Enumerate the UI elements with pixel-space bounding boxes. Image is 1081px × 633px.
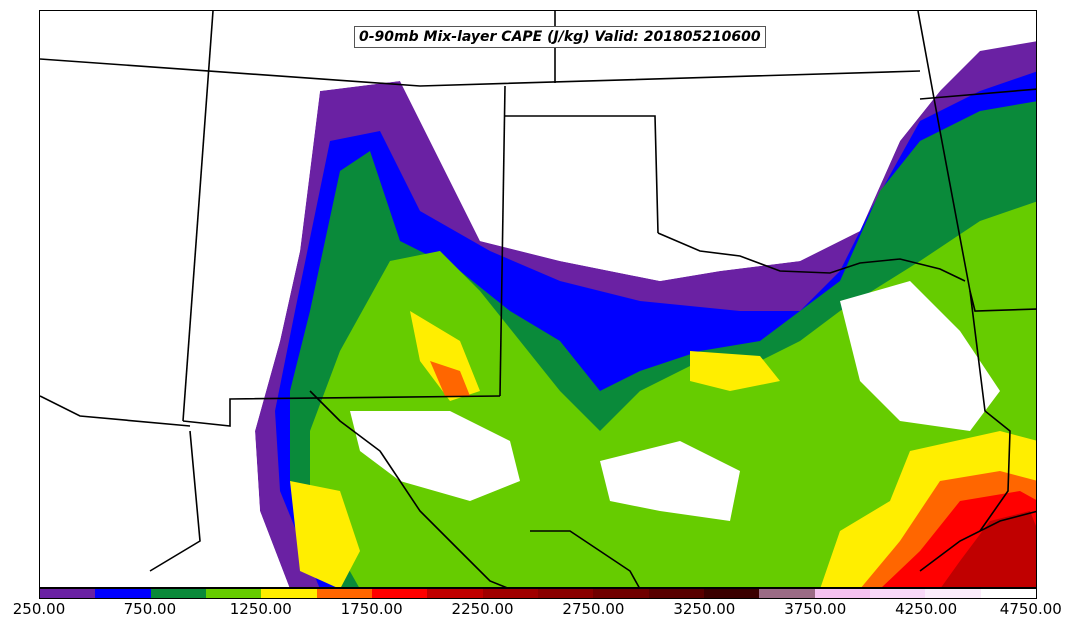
colorbar-swatch	[648, 589, 704, 598]
cape-field-darkred	[941, 511, 1036, 587]
no-cape-region-5	[320, 11, 980, 281]
colorbar-swatch	[814, 589, 870, 598]
boundary-coast-east	[919, 510, 1036, 572]
boundary-ar	[919, 88, 1036, 100]
boundary-la	[969, 290, 1011, 532]
state-boundaries	[40, 11, 1036, 587]
boundary-co-nm	[182, 395, 501, 427]
colorbar	[39, 588, 1037, 599]
colorbar-swatch	[371, 589, 428, 598]
colorbar-swatch	[40, 589, 96, 598]
colorbar-swatch	[593, 589, 649, 598]
boundary-north	[40, 58, 921, 87]
no-cape-region-4	[40, 11, 320, 587]
colorbar-ticks: 250.00 750.00 1250.00 1750.00 2250.00 2750.00…	[13, 600, 1062, 628]
colorbar-swatch	[205, 589, 262, 598]
colorbar-tick-label: 1750.00	[340, 600, 403, 618]
colorbar-swatch	[869, 589, 926, 598]
colorbar-tick-label: 250.00	[12, 600, 66, 618]
colorbar-tick-label: 1250.00	[229, 600, 292, 618]
colorbar-swatch	[427, 589, 483, 598]
no-cape-region-6	[740, 121, 800, 221]
colorbar-tick-label: 750.00	[123, 600, 177, 618]
colorbar-swatch	[980, 589, 1036, 598]
boundary-ok-tx-river	[657, 232, 966, 282]
colorbar-swatch	[703, 589, 760, 598]
colorbar-tick-label: 4250.00	[895, 600, 958, 618]
boundary-panhandle	[505, 115, 659, 234]
map-title: 0-90mb Mix-layer CAPE (J/kg) Valid: 2018…	[354, 26, 766, 48]
cape-field-yellow-2	[690, 351, 780, 391]
no-cape-region-2	[600, 441, 740, 521]
boundary-gulf-coast	[530, 530, 640, 587]
colorbar-swatch	[482, 589, 538, 598]
colorbar-swatch	[759, 589, 815, 598]
colorbar-swatch	[95, 589, 151, 598]
cape-field-yellow-4	[290, 481, 360, 587]
map-panel: 0-90mb Mix-layer CAPE (J/kg) Valid: 2018…	[39, 10, 1037, 588]
colorbar-swatch	[925, 589, 981, 598]
cape-shading	[40, 11, 1036, 587]
colorbar-swatch	[316, 589, 372, 598]
cape-map	[40, 11, 1036, 587]
boundary-az-nm	[40, 395, 191, 427]
colorbar-swatch	[261, 589, 317, 598]
colorbar-tick-label: 3750.00	[784, 600, 847, 618]
boundary-nm-tx-east	[499, 85, 506, 397]
no-cape-region-3	[840, 281, 1000, 431]
colorbar-tick-label: 2750.00	[562, 600, 625, 618]
boundary-rio-grande	[309, 390, 508, 587]
colorbar-tick-label: 3250.00	[673, 600, 736, 618]
colorbar-swatch	[537, 589, 594, 598]
boundary-mexico	[149, 430, 201, 572]
cape-field-orange-2	[430, 361, 470, 396]
boundary-co-west	[182, 11, 214, 422]
colorbar-swatch	[150, 589, 206, 598]
no-cape-region-1	[350, 411, 520, 501]
colorbar-tick-label: 2250.00	[451, 600, 514, 618]
colorbar-tick-label: 4750.00	[999, 600, 1062, 618]
